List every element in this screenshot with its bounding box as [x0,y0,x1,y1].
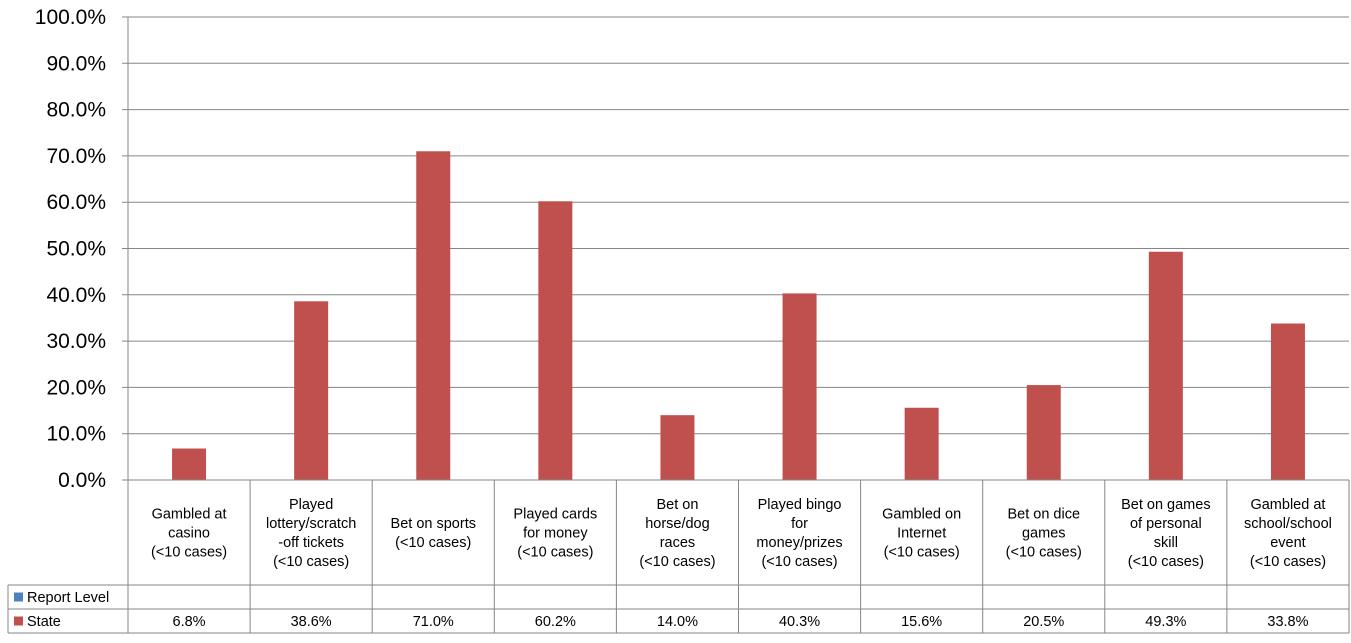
y-tick-label: 30.0% [46,330,106,353]
data-label: 20.5% [1023,614,1064,630]
y-axis-tick-labels: 0.0% 10.0% 20.0% 30.0% 40.0% 50.0% 60.0% 70.0% 8… [35,6,106,492]
data-label: 14.0% [657,614,698,630]
bar-state [904,407,939,480]
bar-state [782,293,817,480]
bar-state [660,415,695,480]
y-tick-label: 20.0% [46,376,106,399]
category-label: Bet on horse/dog races (<10 cases) [639,497,715,570]
category-label: Bet on sports (<10 cases) [391,516,476,551]
y-tick-label: 80.0% [46,99,106,122]
legend-label: State [27,614,61,630]
category-label: Gambled at school/school event (<10 cases) [1244,497,1332,570]
legend-label: Report Level [27,590,109,606]
y-tick-label: 10.0% [46,423,106,446]
data-table: Gambled at casino (<10 cases) Played lottery… [7,479,1350,634]
y-tick-label: 50.0% [46,238,106,261]
category-label: Played lottery/scratch -off tickets (<10 ca… [266,497,356,570]
data-label: 38.6% [291,614,332,630]
data-label: 49.3% [1145,614,1186,630]
bar-state [294,301,329,480]
data-label: 60.2% [535,614,576,630]
y-tick-label: 70.0% [46,145,106,168]
legend-key-report-level [14,592,23,602]
bar-state [1148,251,1183,480]
bar-state [538,201,573,481]
category-label: Played bingo for money/prizes (<10 cases) [756,497,842,570]
category-label: Gambled at casino (<10 cases) [151,507,227,561]
y-tick-label: 100.0% [35,6,106,29]
data-label: 33.8% [1267,614,1308,630]
category-label: Bet on games of personal skill (<10 cases) [1121,497,1210,570]
data-label: 40.3% [779,614,820,630]
y-tick-label: 60.0% [46,191,106,214]
y-tick-label: 0.0% [58,469,106,492]
legend-key-state [14,616,23,626]
category-label: Bet on dice games (<10 cases) [1006,507,1082,561]
bar-state [416,151,451,480]
data-label: 15.6% [901,614,942,630]
bar-state [1026,385,1061,480]
y-tick-label: 90.0% [46,52,106,75]
bars [172,151,1305,481]
data-label: 71.0% [413,614,454,630]
category-label: Played cards for money (<10 cases) [513,507,597,561]
bar-state [1270,323,1305,480]
y-tick-label: 40.0% [46,284,106,307]
data-label: 6.8% [173,614,206,630]
category-label: Gambled on Internet (<10 cases) [882,507,961,561]
bar-state [172,448,207,480]
